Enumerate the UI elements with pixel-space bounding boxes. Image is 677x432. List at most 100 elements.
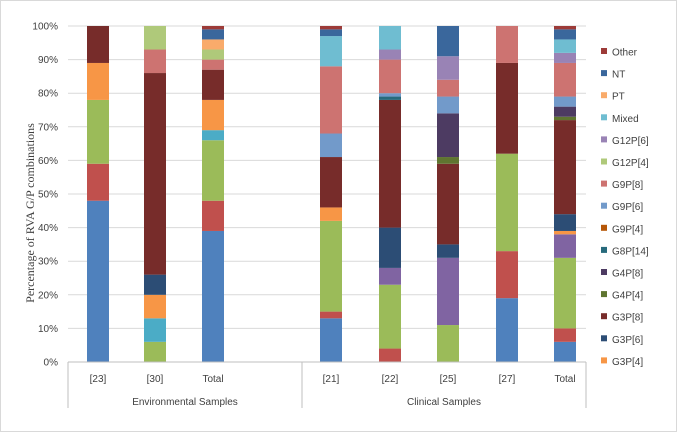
bar-segment bbox=[320, 29, 342, 37]
bar-segment bbox=[379, 93, 401, 97]
bar-segment bbox=[320, 133, 342, 158]
bar-segment bbox=[202, 200, 224, 231]
x-tick-label: [27] bbox=[499, 374, 516, 385]
bar-segment bbox=[554, 52, 576, 63]
bar-segment bbox=[202, 130, 224, 141]
legend-swatch bbox=[601, 291, 607, 298]
legend-label: G3P[4] bbox=[612, 357, 643, 368]
bar-segment bbox=[554, 328, 576, 342]
x-group-label: Environmental Samples bbox=[132, 397, 238, 408]
bar-segment bbox=[379, 59, 401, 94]
legend-label: G12P[4] bbox=[612, 158, 649, 169]
bar-segment bbox=[554, 234, 576, 258]
legend-label: NT bbox=[612, 70, 625, 81]
bar-segment bbox=[554, 26, 576, 30]
bar-segment bbox=[379, 49, 401, 60]
bars bbox=[87, 26, 576, 362]
bar-segment bbox=[320, 157, 342, 208]
bar-segment bbox=[379, 267, 401, 285]
bar-segment bbox=[437, 157, 459, 164]
bar-segment bbox=[379, 227, 401, 268]
bar-segment bbox=[320, 311, 342, 319]
bar-segment bbox=[87, 99, 109, 164]
legend-swatch bbox=[601, 313, 607, 320]
bar-segment bbox=[320, 66, 342, 134]
legend-swatch bbox=[601, 224, 607, 231]
bar-segment bbox=[144, 49, 166, 74]
bar-segment bbox=[379, 26, 401, 50]
bar-segment bbox=[144, 26, 166, 50]
legend-label: G12P[6] bbox=[612, 136, 649, 147]
bar-segment bbox=[202, 39, 224, 50]
x-tick-label: [30] bbox=[147, 374, 164, 385]
bar-segment bbox=[379, 99, 401, 228]
bar-segment bbox=[202, 99, 224, 131]
y-axis: 0% 10% 20% 30% 40% 50% 60% 70% 80% 90% 100% bbox=[32, 22, 58, 369]
bar-segment bbox=[202, 26, 224, 30]
bar-segment bbox=[437, 79, 459, 97]
bar-segment bbox=[496, 62, 518, 154]
y-tick-label: 10% bbox=[38, 324, 58, 335]
y-tick-label: 0% bbox=[44, 358, 59, 369]
y-tick-label: 20% bbox=[38, 290, 58, 301]
bar-segment bbox=[87, 163, 109, 201]
bar-segment bbox=[320, 318, 342, 362]
bar-segment bbox=[554, 39, 576, 53]
x-tick-label: [21] bbox=[323, 374, 340, 385]
x-tick-label: [22] bbox=[382, 374, 399, 385]
legend-label: G9P[6] bbox=[612, 202, 643, 213]
bar-segment bbox=[202, 49, 224, 60]
bar-segment bbox=[496, 26, 518, 63]
bar-segment bbox=[202, 230, 224, 362]
bar-segment bbox=[320, 36, 342, 67]
y-tick-label: 90% bbox=[38, 55, 58, 66]
x-tick-label: Total bbox=[202, 374, 223, 385]
legend-swatch bbox=[601, 357, 607, 364]
bar-segment bbox=[554, 29, 576, 40]
bar-segment bbox=[496, 153, 518, 252]
legend-swatch bbox=[601, 158, 607, 165]
legend-label: Other bbox=[612, 48, 638, 59]
bar-segment bbox=[144, 341, 166, 362]
bar-segment bbox=[437, 56, 459, 80]
bar-segment bbox=[144, 294, 166, 319]
legend-label: G4P[4] bbox=[612, 291, 643, 302]
x-axis: [23] [30] Total [21] [22] [25] [27] Total Enviro… bbox=[67, 361, 587, 408]
legend-label: PT bbox=[612, 92, 625, 103]
bar-segment bbox=[320, 26, 342, 30]
bar-segment bbox=[554, 116, 576, 121]
bar-segment bbox=[202, 140, 224, 201]
legend-swatch bbox=[601, 335, 607, 342]
legend-label: G3P[6] bbox=[612, 335, 643, 346]
legend-label: Mixed bbox=[612, 114, 639, 125]
bar-segment bbox=[554, 230, 576, 235]
bar-segment bbox=[202, 29, 224, 40]
x-group-label: Clinical Samples bbox=[407, 397, 481, 408]
y-tick-label: 60% bbox=[38, 156, 58, 167]
bar-segment bbox=[554, 120, 576, 215]
bar-segment bbox=[144, 318, 166, 342]
bar-segment bbox=[554, 96, 576, 107]
bar-segment bbox=[379, 284, 401, 349]
bar-segment bbox=[202, 59, 224, 70]
legend-swatch bbox=[601, 202, 607, 209]
legend-label: G4P[8] bbox=[612, 269, 643, 280]
y-axis-label: Percentage of RVA G/P combinations bbox=[23, 123, 37, 303]
y-tick-label: 70% bbox=[38, 122, 58, 133]
legend-swatch bbox=[601, 70, 607, 77]
legend-label: G9P[8] bbox=[612, 180, 643, 191]
bar-segment bbox=[320, 220, 342, 312]
bar-segment bbox=[437, 325, 459, 362]
legend-swatch bbox=[601, 269, 607, 275]
y-tick-label: 80% bbox=[38, 89, 58, 100]
bar-segment bbox=[320, 207, 342, 221]
bar-segment bbox=[379, 348, 401, 362]
bar-segment bbox=[202, 69, 224, 100]
bar-segment bbox=[437, 113, 459, 158]
bar-segment bbox=[554, 214, 576, 231]
legend-label: G9P[4] bbox=[612, 224, 643, 235]
bar-segment bbox=[144, 73, 166, 275]
y-tick-label: 30% bbox=[38, 257, 58, 268]
bar-segment bbox=[437, 257, 459, 326]
y-tick-label: 100% bbox=[32, 22, 58, 33]
